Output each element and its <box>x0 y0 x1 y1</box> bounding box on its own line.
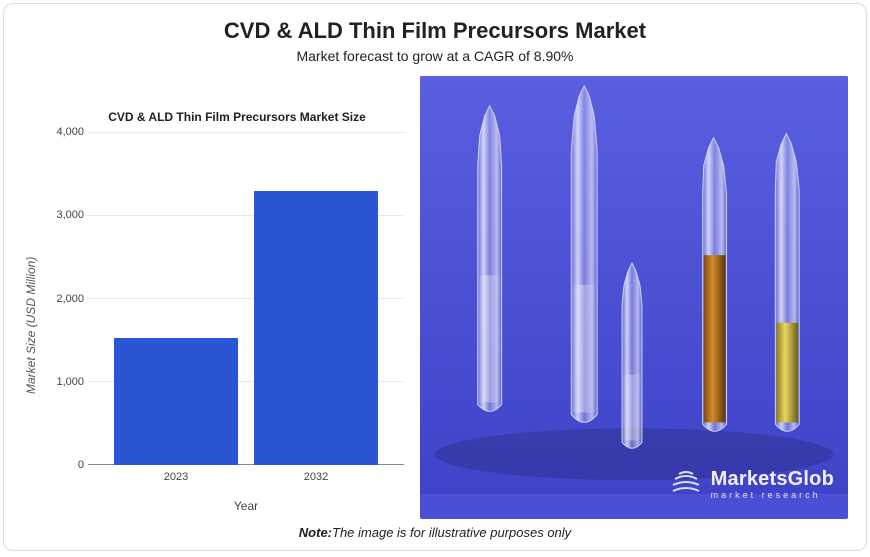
xtick-label: 2023 <box>164 471 188 483</box>
report-card: CVD & ALD Thin Film Precursors Market Ma… <box>3 3 867 551</box>
brand-name: MarketsGlob <box>711 469 834 489</box>
ampoule-1 <box>478 106 502 412</box>
brand-watermark: MarketsGlob market research <box>669 467 834 501</box>
ampoule-3 <box>622 263 642 448</box>
note-label: Note: <box>299 525 332 540</box>
chart-wrap: Market Size (USD Million) 01,0002,0003,0… <box>22 132 412 519</box>
chart-column: CVD & ALD Thin Film Precursors Market Si… <box>22 76 412 519</box>
ampoule-2 <box>571 86 597 422</box>
illustration-column: MarketsGlob market research <box>420 76 848 519</box>
xticks-container: 2023 2032 <box>44 132 412 519</box>
brand-sub: market research <box>711 491 834 500</box>
xtick-label: 2032 <box>304 471 328 483</box>
illustration-svg <box>420 76 848 494</box>
chart-xlabel: Year <box>88 499 404 513</box>
chart-ylabel: Market Size (USD Million) <box>22 132 40 519</box>
chart-title: CVD & ALD Thin Film Precursors Market Si… <box>22 110 412 124</box>
ampoule-4 <box>703 138 727 432</box>
note-text: The image is for illustrative purposes o… <box>332 525 571 540</box>
note-line: Note:The image is for illustrative purpo… <box>22 519 848 540</box>
content-row: CVD & ALD Thin Film Precursors Market Si… <box>22 76 848 519</box>
chart-plot: 01,0002,0003,0004,000 20232032 Year <box>44 132 412 519</box>
page-title: CVD & ALD Thin Film Precursors Market <box>22 18 848 44</box>
globe-icon <box>669 467 703 501</box>
ampoule-5 <box>775 134 799 432</box>
page-subtitle: Market forecast to grow at a CAGR of 8.9… <box>22 48 848 64</box>
